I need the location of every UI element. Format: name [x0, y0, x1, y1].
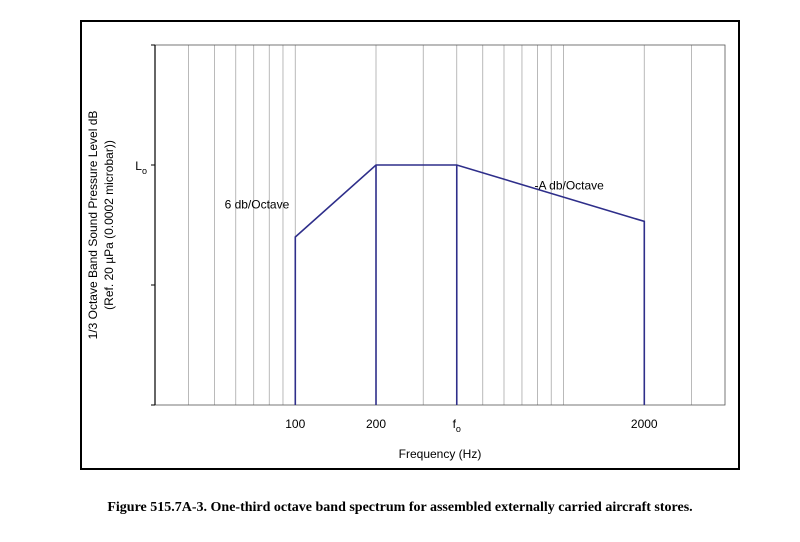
y-axis-label-reference: (Ref. 20 µPa (0.0002 microbar))	[102, 140, 116, 310]
x-tick-label: fo	[453, 417, 461, 434]
x-tick-label: 100	[285, 417, 305, 431]
spectrum-series-line	[294, 164, 646, 405]
figure-caption: Figure 515.7A-3. One-third octave band s…	[107, 500, 693, 515]
x-tick-label: 200	[366, 417, 386, 431]
y-tick-label: Lo	[135, 159, 147, 176]
y-axis-label: 1/3 Octave Band Sound Pressure Level dB	[86, 111, 100, 340]
plot-border	[154, 44, 726, 406]
slope-annotation: 6 db/Octave	[225, 198, 290, 212]
x-axis-label: Frequency (Hz)	[399, 447, 482, 461]
grid-lines	[188, 45, 692, 405]
figure-frame	[80, 20, 740, 470]
slope-annotation: -A db/Octave	[534, 178, 604, 192]
x-tick-label: 2000	[631, 417, 658, 431]
